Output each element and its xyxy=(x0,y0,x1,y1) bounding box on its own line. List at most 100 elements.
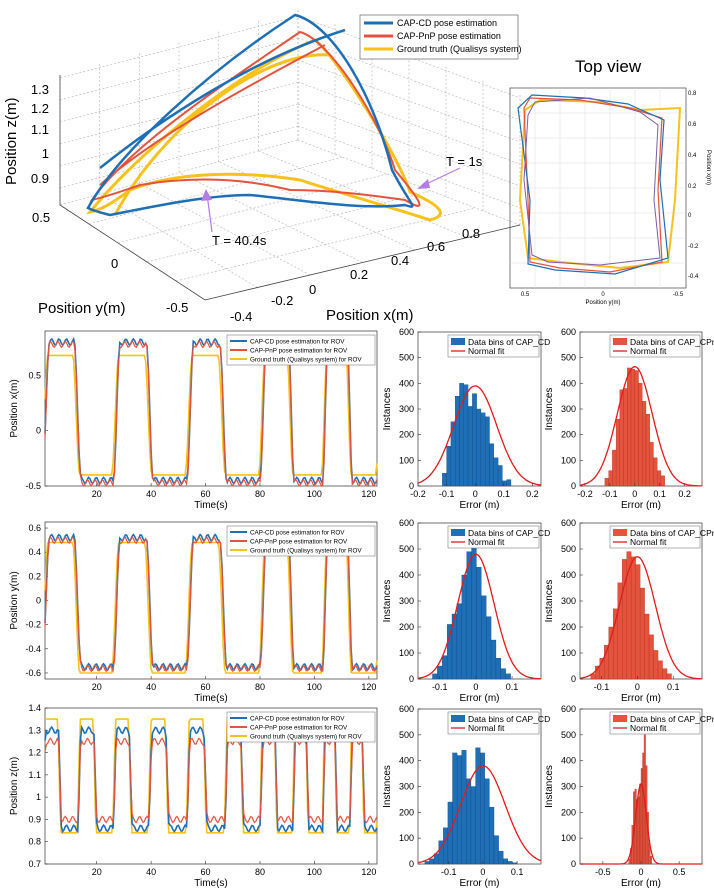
y-tick: 0 xyxy=(688,213,692,219)
histogram-bar xyxy=(512,862,518,865)
legend-box xyxy=(447,525,540,549)
top-ground-truth xyxy=(518,98,682,270)
x-tick: 20 xyxy=(92,682,102,692)
y-axis-label: Instances xyxy=(382,765,393,808)
histogram-bar xyxy=(498,850,504,865)
y-tick: 300 xyxy=(399,782,414,792)
x-axis-label: Time(s) xyxy=(194,500,228,511)
legend-label: Ground truth (Qualisys system) for ROV xyxy=(250,357,362,364)
x-tick: 0.6 xyxy=(427,239,445,254)
p3d-z-axis-label: Position z(m) xyxy=(3,97,20,185)
histogram-bar xyxy=(476,408,482,487)
y-tick: -0.2 xyxy=(688,244,699,250)
annotation-t40: T = 40.4s xyxy=(212,233,267,248)
p3d-legend: CAP-CD pose estimation CAP-PnP pose esti… xyxy=(359,14,522,60)
x-tick: 120 xyxy=(361,867,376,877)
histogram-bar xyxy=(484,778,490,865)
histogram-bar xyxy=(442,655,448,680)
legend-label: Normal fit xyxy=(468,537,505,547)
histogram-bar xyxy=(612,449,617,487)
legend-box xyxy=(447,334,540,358)
histogram-bar xyxy=(495,658,501,680)
histogram-bar xyxy=(642,401,647,487)
x-tick: 40 xyxy=(146,489,156,499)
histogram-bar xyxy=(666,673,672,680)
x-tick: 0 xyxy=(638,867,643,877)
x-tick: -0.2 xyxy=(410,489,426,499)
histogram-bar xyxy=(630,369,635,487)
y-axis-label: Position y(m) xyxy=(9,571,20,629)
x-tick: -0.4 xyxy=(230,309,252,324)
y-tick: 0.4 xyxy=(28,547,41,557)
histogram-bar xyxy=(503,858,509,865)
y-tick: 1.1 xyxy=(28,770,41,780)
top-cap-pnp xyxy=(523,97,663,273)
x-tick: -0.2 xyxy=(271,293,293,308)
histogram-2: -0.2 -0.1 0 0.1 0.26005004003002001000Error … xyxy=(544,327,714,511)
histogram-bar xyxy=(452,752,458,865)
histogram-bar xyxy=(657,660,663,680)
x-axis-label: Error (m) xyxy=(621,693,661,704)
legend-label: CAP-CD pose estimation for ROV xyxy=(250,339,345,346)
histogram-bar xyxy=(615,419,620,487)
x-tick: 0 xyxy=(632,489,637,499)
histogram-bar xyxy=(432,673,438,680)
histogram-bar xyxy=(650,856,652,865)
y-tick: -0.4 xyxy=(25,644,41,654)
histogram-bar xyxy=(604,478,609,487)
normal-fit-curve xyxy=(580,782,702,865)
histogram-bar xyxy=(608,626,614,680)
x-tick: 0.2 xyxy=(678,489,691,499)
y-tick: 0 xyxy=(409,674,414,684)
histogram-bar xyxy=(461,574,467,680)
legend-label: Data bins of CAP_CPnP xyxy=(630,337,714,347)
histogram-bar xyxy=(472,393,477,487)
normal-fit-curve xyxy=(417,553,541,680)
histogram-bar xyxy=(466,551,472,680)
histogram-bar xyxy=(642,752,645,865)
x-tick: 0 xyxy=(635,682,640,692)
histogram-bar xyxy=(490,639,497,680)
p3d-trajectories xyxy=(86,13,442,222)
histogram-bar xyxy=(467,406,473,487)
histogram-bar xyxy=(634,370,639,487)
z-tick: 0.9 xyxy=(31,171,49,186)
x-tick: 0 xyxy=(601,292,605,298)
x-tick: -0.1 xyxy=(441,867,457,877)
x-tick: 0.1 xyxy=(653,489,666,499)
histogram-bar xyxy=(619,389,624,487)
panel-3d-trajectory: 1.3 1.2 1.1 1 0.9 Position z(m) 0.5 0 -0… xyxy=(3,10,522,324)
histogram-bar xyxy=(645,413,650,487)
histogram-bar xyxy=(635,564,641,680)
histogram-bar xyxy=(639,587,645,680)
y-tick: 600 xyxy=(399,327,414,337)
normal-fit-curve xyxy=(579,556,702,680)
y-tick: 500 xyxy=(399,353,414,363)
histogram-bar xyxy=(507,861,513,865)
x-tick: 120 xyxy=(361,682,376,692)
histogram-bar xyxy=(497,465,503,487)
y-tick: 0.4 xyxy=(688,153,697,159)
histogram-bar xyxy=(424,861,430,865)
legend-swatch xyxy=(451,529,465,536)
p3d-z-ticks: 1.3 1.2 1.1 1 0.9 xyxy=(31,82,49,186)
y-tick: -0.2 xyxy=(25,620,41,630)
legend-swatch xyxy=(613,338,627,345)
histogram-bar xyxy=(461,750,467,865)
y-tick: 100 xyxy=(561,455,576,465)
top-view-y-label: Position x(m) xyxy=(705,150,711,185)
histogram-bar xyxy=(463,384,469,487)
y-tick: 0 xyxy=(571,674,576,684)
x-tick: 40 xyxy=(146,682,156,692)
top-cap-cd xyxy=(517,94,669,275)
p3d-y-axis-label: Position y(m) xyxy=(38,300,126,317)
legend-box xyxy=(609,711,701,735)
legend-label: Normal fit xyxy=(468,723,505,733)
x-tick: 40 xyxy=(146,867,156,877)
legend-label: Data bins of CAP_CPnP xyxy=(630,714,714,724)
legend-label: Data bins of CAP_CD xyxy=(468,337,550,347)
